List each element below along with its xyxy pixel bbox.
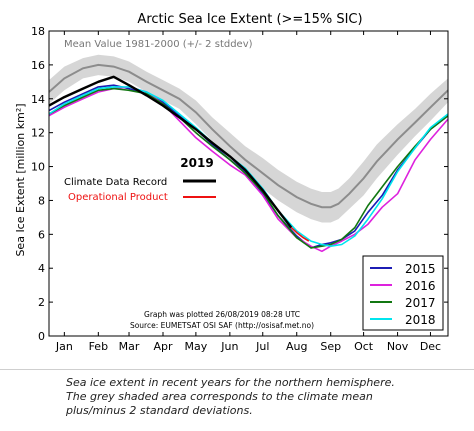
series-line-5 xyxy=(290,227,310,242)
y-tick-label: 8 xyxy=(38,194,45,207)
y-tick-label: 6 xyxy=(38,228,45,241)
mean-label: Mean Value 1981-2000 (+/- 2 stddev) xyxy=(64,39,253,50)
x-tick-label: Feb xyxy=(89,340,108,353)
stddev-band xyxy=(49,54,448,223)
x-tick-label: Sep xyxy=(320,340,341,353)
y-tick-label: 4 xyxy=(38,262,45,275)
legend-label-2016: 2016 xyxy=(405,279,436,293)
x-tick-label: Jan xyxy=(55,340,73,353)
y-tick-label: 12 xyxy=(31,127,45,140)
legend-label-2015: 2015 xyxy=(405,262,436,276)
x-tick-label: Nov xyxy=(387,340,409,353)
legend-year: 2019 xyxy=(180,156,213,170)
plot-frame xyxy=(48,30,449,337)
caption-line-3: plus/minus 2 standard deviations. xyxy=(66,404,253,417)
annotation-source: Source: EUMETSAT OSI SAF (http://osisaf.… xyxy=(130,321,314,330)
mean-line xyxy=(48,63,449,209)
y-axis-label: Sea Ice Extent [million km²] xyxy=(14,103,27,256)
annotation-plotted: Graph was plotted 26/08/2019 08:28 UTC xyxy=(144,310,300,319)
x-tick-label: Apr xyxy=(153,340,173,353)
y-tick-label: 18 xyxy=(31,25,45,38)
legend-label-2018: 2018 xyxy=(405,313,436,327)
x-tick-label: Jul xyxy=(255,340,269,353)
y-tick-label: 2 xyxy=(38,296,45,309)
x-tick-label: Mar xyxy=(119,340,140,353)
caption-line-2: The grey shaded area corresponds to the … xyxy=(66,390,373,403)
chart: Arctic Sea Ice Extent (>=15% SIC) Sea Ic… xyxy=(14,12,449,353)
y-tick-label: 10 xyxy=(31,161,45,174)
x-tick-label: Dec xyxy=(420,340,441,353)
y-tick-label: 0 xyxy=(38,330,45,343)
series-line-4 xyxy=(48,75,293,229)
legend-label-operational: Operational Product xyxy=(68,192,168,203)
legend-label-cdr: Climate Data Record xyxy=(64,177,167,188)
x-tick-label: May xyxy=(185,340,208,353)
legend-label-2017: 2017 xyxy=(405,296,436,310)
x-tick-label: Oct xyxy=(354,340,374,353)
x-tick-label: Aug xyxy=(286,340,307,353)
x-tick-label: Jun xyxy=(220,340,238,353)
figure-caption: Sea ice extent in recent years for the n… xyxy=(0,369,474,427)
y-tick-label: 14 xyxy=(31,93,45,106)
caption-line-1: Sea ice extent in recent years for the n… xyxy=(66,376,395,389)
chart-title: Arctic Sea Ice Extent (>=15% SIC) xyxy=(137,12,362,27)
series-line-1 xyxy=(48,86,449,253)
y-tick-label: 16 xyxy=(31,59,45,72)
